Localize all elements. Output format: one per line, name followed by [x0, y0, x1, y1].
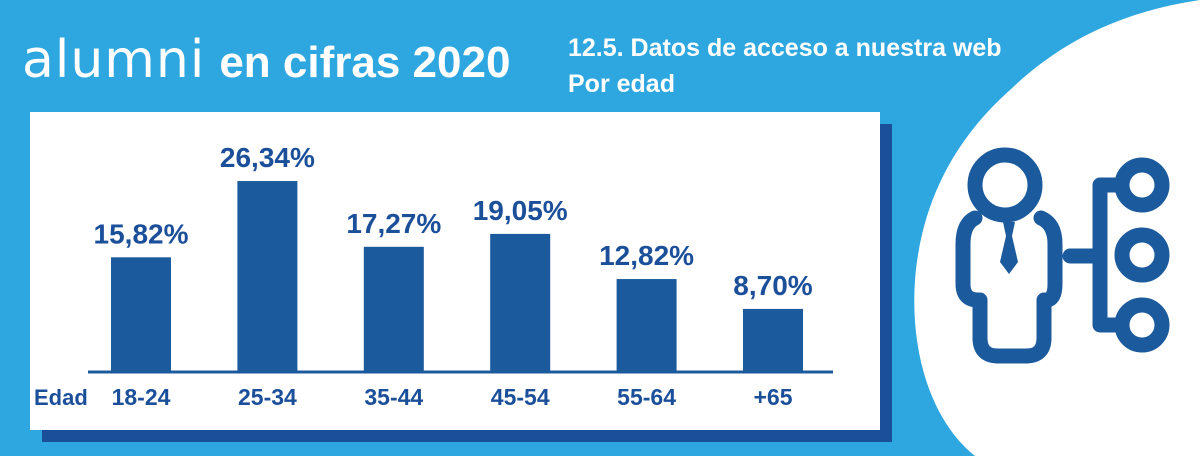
x-axis-label: Edad	[34, 385, 88, 410]
chart-panel	[30, 112, 880, 430]
data-label: 26,34%	[220, 142, 315, 173]
bar-45-54	[490, 233, 551, 372]
brand-logo-text: alumni	[22, 30, 206, 90]
data-label: 19,05%	[473, 195, 568, 226]
bar-25-34	[237, 181, 298, 372]
data-label: 17,27%	[346, 208, 441, 239]
bar-35-44	[363, 246, 424, 372]
x-tick-label: 55-64	[617, 384, 676, 410]
x-tick-label: 18-24	[112, 384, 171, 410]
bar-+65	[743, 308, 803, 372]
data-label: 12,82%	[599, 240, 694, 271]
brand-title: alumni en cifras 2020	[22, 30, 510, 90]
section-heading: 12.5. Datos de acceso a nuestra web Por …	[568, 30, 1002, 102]
data-label: 15,82%	[94, 218, 189, 249]
x-tick-label: +65	[753, 384, 792, 410]
brand-subtitle: en cifras 2020	[219, 38, 511, 87]
data-label: 8,70%	[733, 270, 812, 301]
x-tick-label: 45-54	[491, 384, 550, 410]
bar-55-64	[616, 279, 677, 372]
bar-18-24	[111, 257, 171, 372]
section-title: 12.5. Datos de acceso a nuestra web	[568, 34, 1002, 62]
x-tick-label: 35-44	[364, 384, 423, 410]
x-tick-label: 25-34	[238, 384, 297, 410]
section-subtitle: Por edad	[568, 70, 675, 98]
